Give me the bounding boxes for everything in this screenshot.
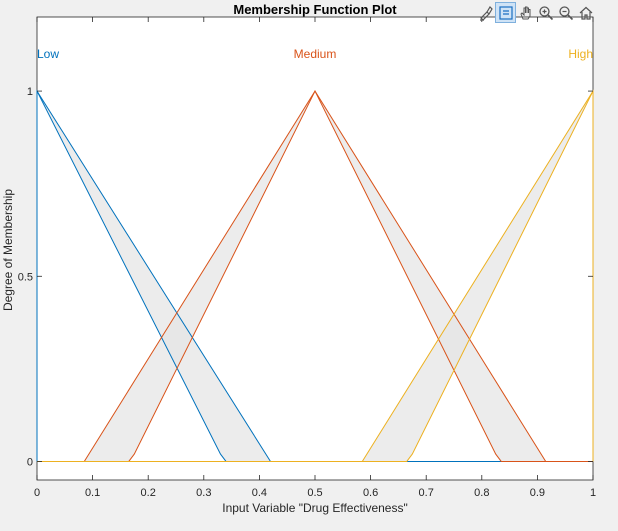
band-low: [37, 91, 593, 462]
x-tick-label: 0.8: [474, 487, 489, 499]
x-tick-label: 0.6: [363, 487, 378, 499]
x-tick-label: 0.5: [307, 487, 322, 499]
axes-toolbar: [476, 2, 595, 23]
brush-icon: [479, 5, 493, 21]
y-tick-label: 0: [27, 456, 33, 468]
x-axis-label: Input Variable "Drug Effectiveness": [222, 501, 408, 515]
lower-line-high: [37, 90, 594, 462]
home-button[interactable]: [576, 3, 595, 22]
x-tick-label: 0: [34, 487, 40, 499]
band-high: [37, 91, 593, 462]
zoom-in-icon: [538, 5, 553, 20]
brush-button[interactable]: [476, 3, 495, 22]
chart-title: Membership Function Plot: [233, 2, 397, 17]
x-tick-label: 0.7: [419, 487, 434, 499]
x-tick-label: 1: [590, 487, 596, 499]
x-tick-label: 0.9: [530, 487, 545, 499]
home-icon: [579, 6, 592, 20]
series-labels: Low Medium High: [37, 47, 593, 61]
membership-bands: [37, 91, 593, 462]
y-tick-label: 0.5: [18, 271, 33, 283]
zoom-out-button[interactable]: [556, 3, 575, 22]
zoom-in-button[interactable]: [536, 3, 555, 22]
datatip-icon: [498, 5, 513, 20]
x-tick-label: 0.2: [141, 487, 156, 499]
zoom-out-icon: [558, 5, 573, 20]
x-tick-label: 0.1: [85, 487, 100, 499]
axis-ticks: 0 0.1 0.2 0.3 0.4 0.5 0.6 0.7 0.8 0.9 1 0 0.5 1: [18, 17, 596, 499]
x-tick-label: 0.3: [196, 487, 211, 499]
x-tick-label: 0.4: [252, 487, 267, 499]
pan-button[interactable]: [516, 3, 535, 22]
pan-hand-icon: [519, 6, 530, 19]
y-axis-label: Degree of Membership: [1, 189, 15, 311]
datatip-button[interactable]: [495, 2, 516, 23]
series-label-low: Low: [37, 47, 59, 61]
y-tick-label: 1: [27, 86, 33, 98]
series-label-medium: Medium: [294, 47, 337, 61]
series-label-high: High: [568, 47, 593, 61]
